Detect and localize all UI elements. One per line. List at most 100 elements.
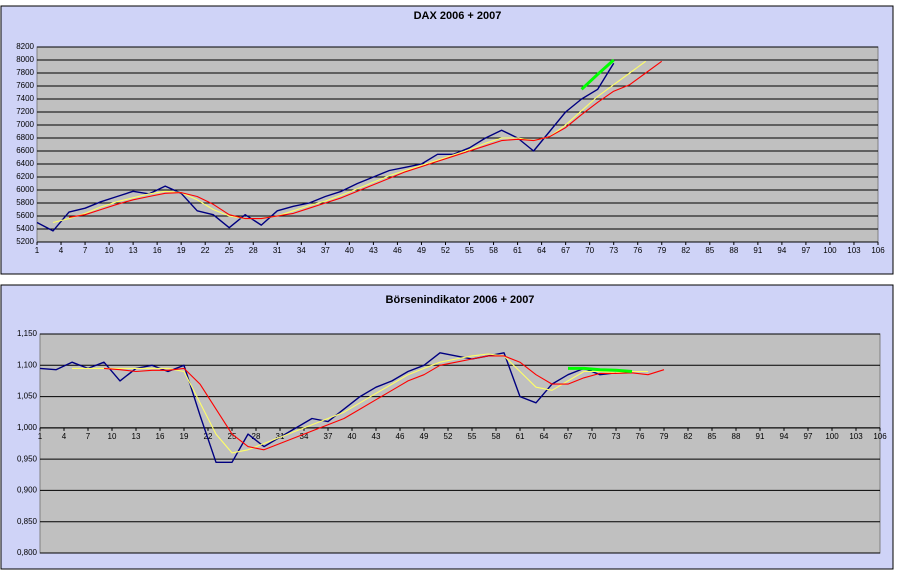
x-tick-label: 70: [588, 432, 597, 441]
y-tick-label: 0,950: [17, 454, 38, 463]
y-tick-label: 6800: [16, 133, 34, 142]
y-tick-label: 7800: [16, 68, 34, 77]
y-tick-label: 6400: [16, 159, 34, 168]
x-tick-label: 25: [225, 246, 234, 255]
y-tick-label: 1,000: [17, 423, 38, 432]
y-tick-label: 6600: [16, 146, 34, 155]
x-tick-label: 28: [252, 432, 261, 441]
x-tick-label: 64: [537, 246, 546, 255]
x-tick-label: 91: [753, 246, 762, 255]
y-tick-label: 7200: [16, 107, 34, 116]
x-tick-label: 97: [804, 432, 813, 441]
x-tick-label: 4: [62, 432, 67, 441]
x-tick-label: 22: [204, 432, 213, 441]
series-line: [68, 60, 663, 220]
x-tick-label: 70: [585, 246, 594, 255]
x-tick-label: 43: [369, 246, 378, 255]
x-tick-label: 52: [441, 246, 450, 255]
x-tick-label: 76: [636, 432, 645, 441]
series-line: [580, 58, 615, 91]
y-tick-label: 5800: [16, 198, 34, 207]
x-tick-label: 10: [108, 432, 117, 441]
series-line: [568, 366, 633, 373]
x-tick-label: 91: [756, 432, 765, 441]
x-tick-label: 34: [297, 246, 306, 255]
x-tick-label: 49: [417, 246, 426, 255]
x-tick-label: 64: [540, 432, 549, 441]
x-tick-label: 16: [156, 432, 165, 441]
x-tick-label: 52: [444, 432, 453, 441]
x-tick-label: 79: [660, 432, 669, 441]
x-tick-label: 10: [105, 246, 114, 255]
x-tick-label: 34: [300, 432, 309, 441]
x-tick-label: 13: [132, 432, 141, 441]
x-tick-label: 67: [564, 432, 573, 441]
x-tick-label: 88: [732, 432, 741, 441]
x-tick-label: 94: [777, 246, 786, 255]
x-tick-label: 19: [177, 246, 186, 255]
y-tick-label: 0,900: [17, 486, 38, 495]
plot-area: [39, 333, 881, 554]
x-tick-label: 103: [849, 432, 863, 441]
y-tick-label: 1,050: [17, 392, 38, 401]
x-tick-label: 43: [372, 432, 381, 441]
x-tick-label: 82: [684, 432, 693, 441]
x-tick-label: 19: [180, 432, 189, 441]
y-tick-label: 7400: [16, 94, 34, 103]
x-tick-label: 58: [489, 246, 498, 255]
x-tick-label: 1: [35, 246, 40, 255]
x-tick-label: 4: [59, 246, 64, 255]
x-tick-label: 46: [393, 246, 402, 255]
y-tick-label: 5400: [16, 224, 34, 233]
x-tick-label: 40: [348, 432, 357, 441]
x-tick-label: 49: [420, 432, 429, 441]
x-tick-label: 106: [873, 432, 887, 441]
x-tick-label: 22: [201, 246, 210, 255]
x-tick-label: 100: [823, 246, 837, 255]
x-tick-label: 94: [780, 432, 789, 441]
y-tick-label: 8000: [16, 55, 34, 64]
y-tick-label: 8200: [16, 42, 34, 51]
x-tick-label: 37: [324, 432, 333, 441]
x-tick-label: 1: [38, 432, 43, 441]
x-tick-label: 97: [801, 246, 810, 255]
x-tick-label: 31: [273, 246, 282, 255]
series-line: [103, 355, 665, 451]
x-tick-label: 40: [345, 246, 354, 255]
x-tick-label: 55: [468, 432, 477, 441]
y-tick-label: 6200: [16, 172, 34, 181]
y-tick-label: 0,850: [17, 517, 38, 526]
x-tick-label: 85: [705, 246, 714, 255]
x-tick-label: 85: [708, 432, 717, 441]
y-tick-label: 7000: [16, 120, 34, 129]
x-tick-label: 55: [465, 246, 474, 255]
x-tick-label: 73: [609, 246, 618, 255]
chart-title: DAX 2006 + 2007: [414, 10, 502, 22]
y-tick-label: 7600: [16, 81, 34, 90]
x-tick-label: 103: [847, 246, 861, 255]
x-tick-label: 88: [729, 246, 738, 255]
x-tick-label: 67: [561, 246, 570, 255]
x-tick-label: 46: [396, 432, 405, 441]
series-line: [72, 353, 648, 454]
x-tick-label: 13: [129, 246, 138, 255]
x-tick-label: 82: [681, 246, 690, 255]
x-tick-label: 28: [249, 246, 258, 255]
y-tick-label: 1,150: [17, 329, 38, 338]
x-tick-label: 79: [657, 246, 666, 255]
x-tick-label: 61: [513, 246, 522, 255]
x-tick-label: 58: [492, 432, 501, 441]
plot-area: [36, 46, 879, 243]
x-tick-label: 7: [83, 246, 88, 255]
x-tick-label: 106: [871, 246, 885, 255]
y-tick-label: 5600: [16, 211, 34, 220]
x-tick-label: 76: [633, 246, 642, 255]
x-tick-label: 100: [825, 432, 839, 441]
y-tick-label: 6000: [16, 185, 34, 194]
y-tick-label: 5200: [16, 237, 34, 246]
x-tick-label: 16: [153, 246, 162, 255]
x-tick-label: 25: [228, 432, 237, 441]
chart-title: Börsenindikator 2006 + 2007: [386, 294, 535, 306]
